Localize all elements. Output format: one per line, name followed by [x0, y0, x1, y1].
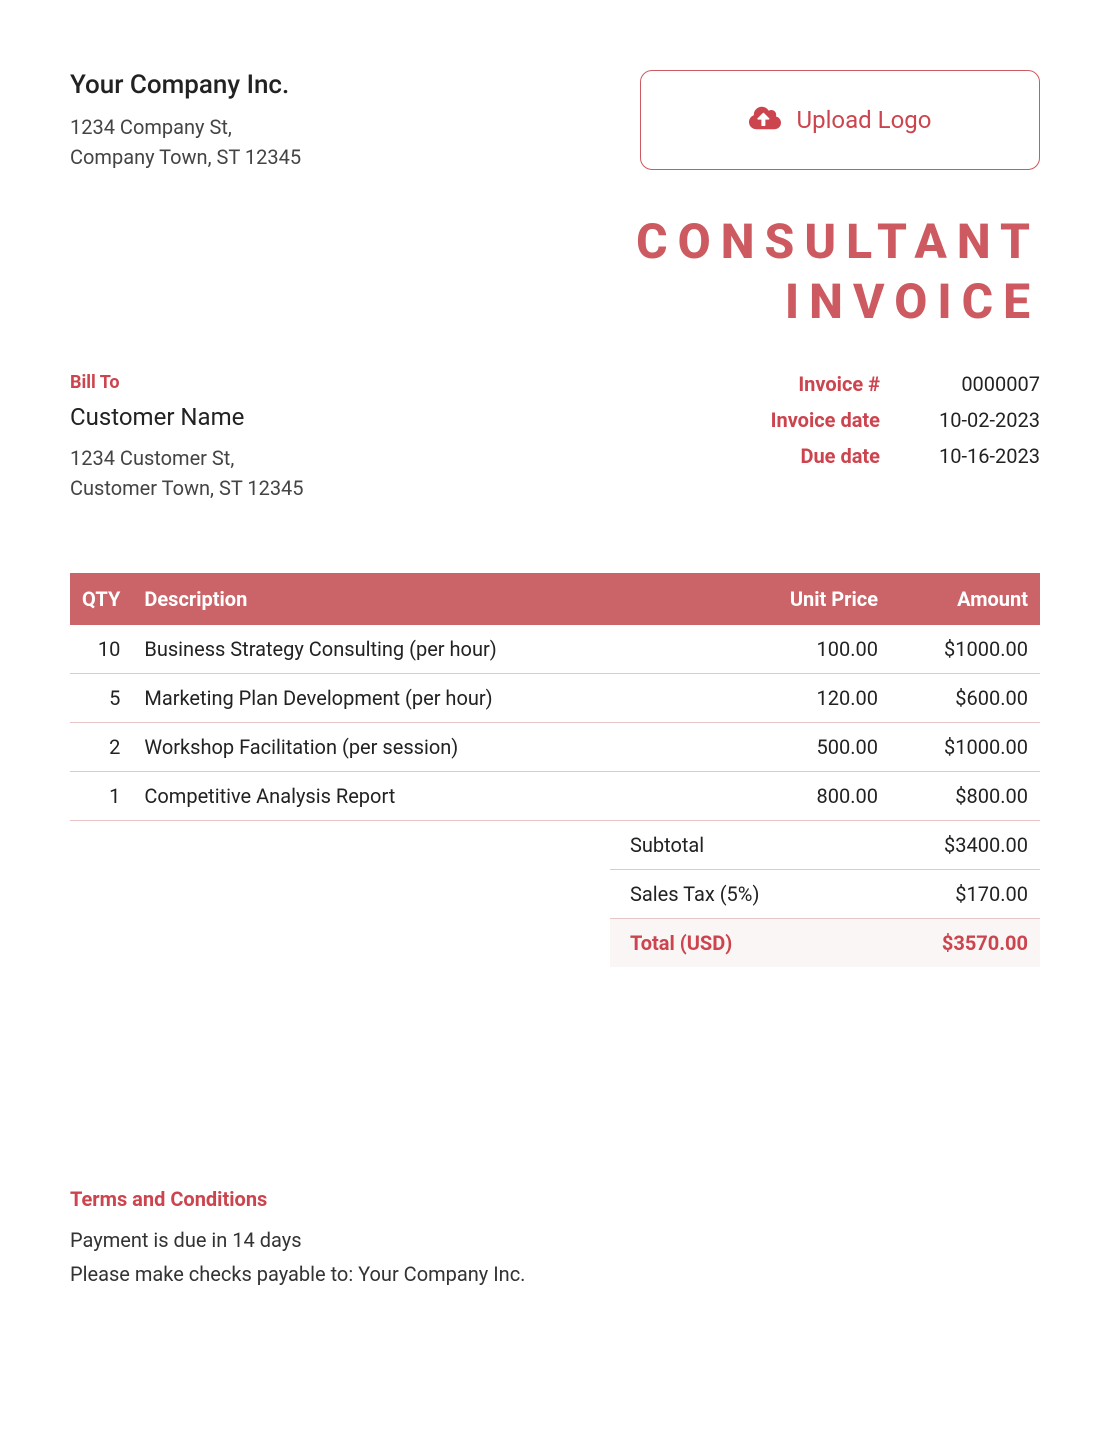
subtotal-label: Subtotal — [630, 833, 704, 857]
due-date-value: 10-16-2023 — [880, 444, 1040, 468]
terms-block: Terms and Conditions Payment is due in 1… — [70, 1187, 1040, 1291]
company-address-line2: Company Town, ST 12345 — [70, 142, 640, 172]
terms-heading: Terms and Conditions — [70, 1187, 1040, 1211]
cell-qty: 10 — [70, 625, 132, 674]
meta-row: Bill To Customer Name 1234 Customer St, … — [70, 372, 1040, 503]
grand-total-value: $3570.00 — [942, 931, 1028, 955]
col-unit-price: Unit Price — [730, 573, 890, 625]
terms-line1: Payment is due in 14 days — [70, 1223, 1040, 1257]
due-date-row: Due date 10-16-2023 — [640, 444, 1040, 468]
cell-amount: $600.00 — [890, 674, 1040, 723]
bill-to-heading: Bill To — [70, 372, 640, 393]
cell-qty: 2 — [70, 723, 132, 772]
subtotal-value: $3400.00 — [944, 833, 1028, 857]
table-row: 2Workshop Facilitation (per session)500.… — [70, 723, 1040, 772]
cell-qty: 1 — [70, 772, 132, 821]
company-address-line1: 1234 Company St, — [70, 112, 640, 142]
document-title: CONSULTANT INVOICE — [70, 212, 1040, 332]
cell-amount: $1000.00 — [890, 723, 1040, 772]
table-row: 1Competitive Analysis Report800.00$800.0… — [70, 772, 1040, 821]
cell-amount: $800.00 — [890, 772, 1040, 821]
header-row: Your Company Inc. 1234 Company St, Compa… — [70, 70, 1040, 172]
invoice-number-value: 0000007 — [880, 372, 1040, 396]
table-row: 5Marketing Plan Development (per hour)12… — [70, 674, 1040, 723]
invoice-number-row: Invoice # 0000007 — [640, 372, 1040, 396]
col-description: Description — [132, 573, 730, 625]
tax-row: Sales Tax (5%) $170.00 — [610, 870, 1040, 919]
table-header-row: QTY Description Unit Price Amount — [70, 573, 1040, 625]
invoice-meta: Invoice # 0000007 Invoice date 10-02-202… — [640, 372, 1040, 503]
invoice-date-row: Invoice date 10-02-2023 — [640, 408, 1040, 432]
cell-unit-price: 100.00 — [730, 625, 890, 674]
line-items-table: QTY Description Unit Price Amount 10Busi… — [70, 573, 1040, 821]
title-line1: CONSULTANT — [70, 212, 1040, 272]
col-amount: Amount — [890, 573, 1040, 625]
table-row: 10Business Strategy Consulting (per hour… — [70, 625, 1040, 674]
cell-description: Workshop Facilitation (per session) — [132, 723, 730, 772]
customer-address-line2: Customer Town, ST 12345 — [70, 473, 640, 503]
invoice-date-label: Invoice date — [640, 408, 880, 432]
grand-total-label: Total (USD) — [630, 931, 732, 955]
company-address: 1234 Company St, Company Town, ST 12345 — [70, 112, 640, 172]
customer-address-line1: 1234 Customer St, — [70, 443, 640, 473]
customer-address: 1234 Customer St, Customer Town, ST 1234… — [70, 443, 640, 503]
cell-amount: $1000.00 — [890, 625, 1040, 674]
tax-label: Sales Tax (5%) — [630, 882, 759, 906]
invoice-date-value: 10-02-2023 — [880, 408, 1040, 432]
due-date-label: Due date — [640, 444, 880, 468]
invoice-number-label: Invoice # — [640, 372, 880, 396]
cell-unit-price: 800.00 — [730, 772, 890, 821]
upload-logo-label: Upload Logo — [797, 106, 932, 134]
cell-unit-price: 120.00 — [730, 674, 890, 723]
subtotal-row: Subtotal $3400.00 — [610, 821, 1040, 870]
title-line2: INVOICE — [70, 272, 1040, 332]
cloud-upload-icon — [749, 105, 781, 135]
cell-qty: 5 — [70, 674, 132, 723]
tax-value: $170.00 — [955, 882, 1028, 906]
totals-block: Subtotal $3400.00 Sales Tax (5%) $170.00… — [610, 821, 1040, 967]
cell-description: Marketing Plan Development (per hour) — [132, 674, 730, 723]
customer-name: Customer Name — [70, 403, 640, 431]
cell-description: Competitive Analysis Report — [132, 772, 730, 821]
cell-unit-price: 500.00 — [730, 723, 890, 772]
upload-logo-button[interactable]: Upload Logo — [640, 70, 1040, 170]
company-name: Your Company Inc. — [70, 70, 640, 100]
bill-to-block: Bill To Customer Name 1234 Customer St, … — [70, 372, 640, 503]
company-block: Your Company Inc. 1234 Company St, Compa… — [70, 70, 640, 172]
col-qty: QTY — [70, 573, 132, 625]
cell-description: Business Strategy Consulting (per hour) — [132, 625, 730, 674]
terms-line2: Please make checks payable to: Your Comp… — [70, 1257, 1040, 1291]
grand-total-row: Total (USD) $3570.00 — [610, 919, 1040, 967]
